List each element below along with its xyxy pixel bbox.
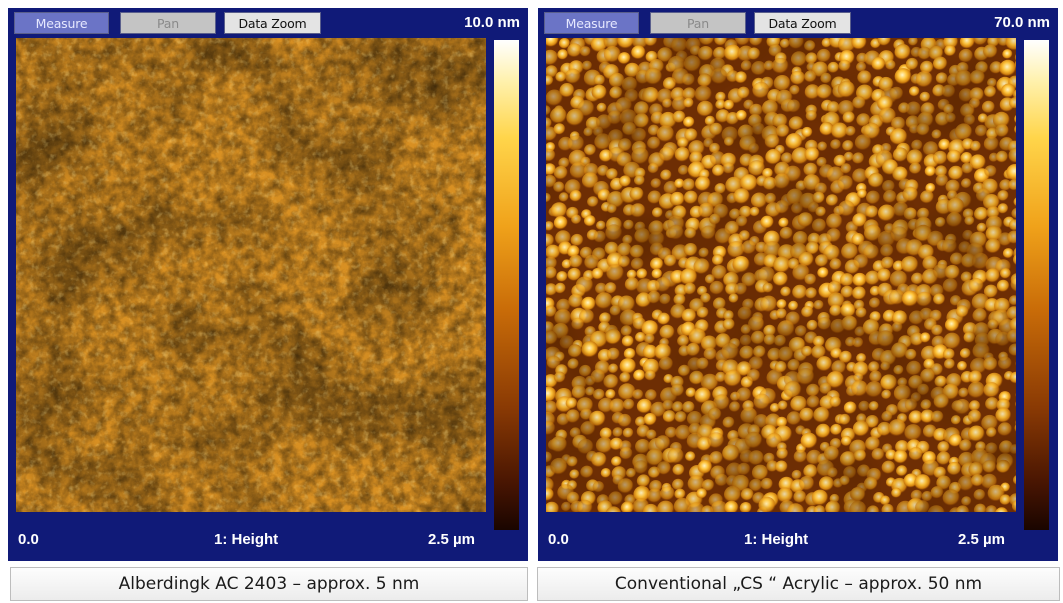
color-scale-bar xyxy=(494,40,519,530)
afm-height-image[interactable] xyxy=(16,38,486,512)
measure-button[interactable]: Measure xyxy=(14,12,109,34)
scan-size-label: 2.5 µm xyxy=(958,531,1005,548)
channel-label: 1: Height xyxy=(744,531,809,548)
z-scale-min-label: 0.0 xyxy=(548,531,569,548)
pan-button[interactable]: Pan xyxy=(650,12,746,34)
afm-panel-right: Measure Pan Data Zoom 70.0 nm 0.0 1: Hei… xyxy=(538,8,1058,561)
sample-caption-right: Conventional „CS “ Acrylic – approx. 50 … xyxy=(537,567,1060,601)
z-scale-max-label: 70.0 nm xyxy=(994,14,1050,31)
pan-button[interactable]: Pan xyxy=(120,12,216,34)
scan-size-label: 2.5 µm xyxy=(428,531,475,548)
channel-label: 1: Height xyxy=(214,531,279,548)
measure-button[interactable]: Measure xyxy=(544,12,639,34)
data-zoom-button[interactable]: Data Zoom xyxy=(224,12,321,34)
z-scale-min-label: 0.0 xyxy=(18,531,39,548)
sample-caption-left: Alberdingk AC 2403 – approx. 5 nm xyxy=(10,567,528,601)
data-zoom-button[interactable]: Data Zoom xyxy=(754,12,851,34)
afm-height-image[interactable] xyxy=(546,38,1016,512)
color-scale-bar xyxy=(1024,40,1049,530)
afm-panel-left: Measure Pan Data Zoom 10.0 nm 0.0 1: Hei… xyxy=(8,8,528,561)
z-scale-max-label: 10.0 nm xyxy=(464,14,520,31)
